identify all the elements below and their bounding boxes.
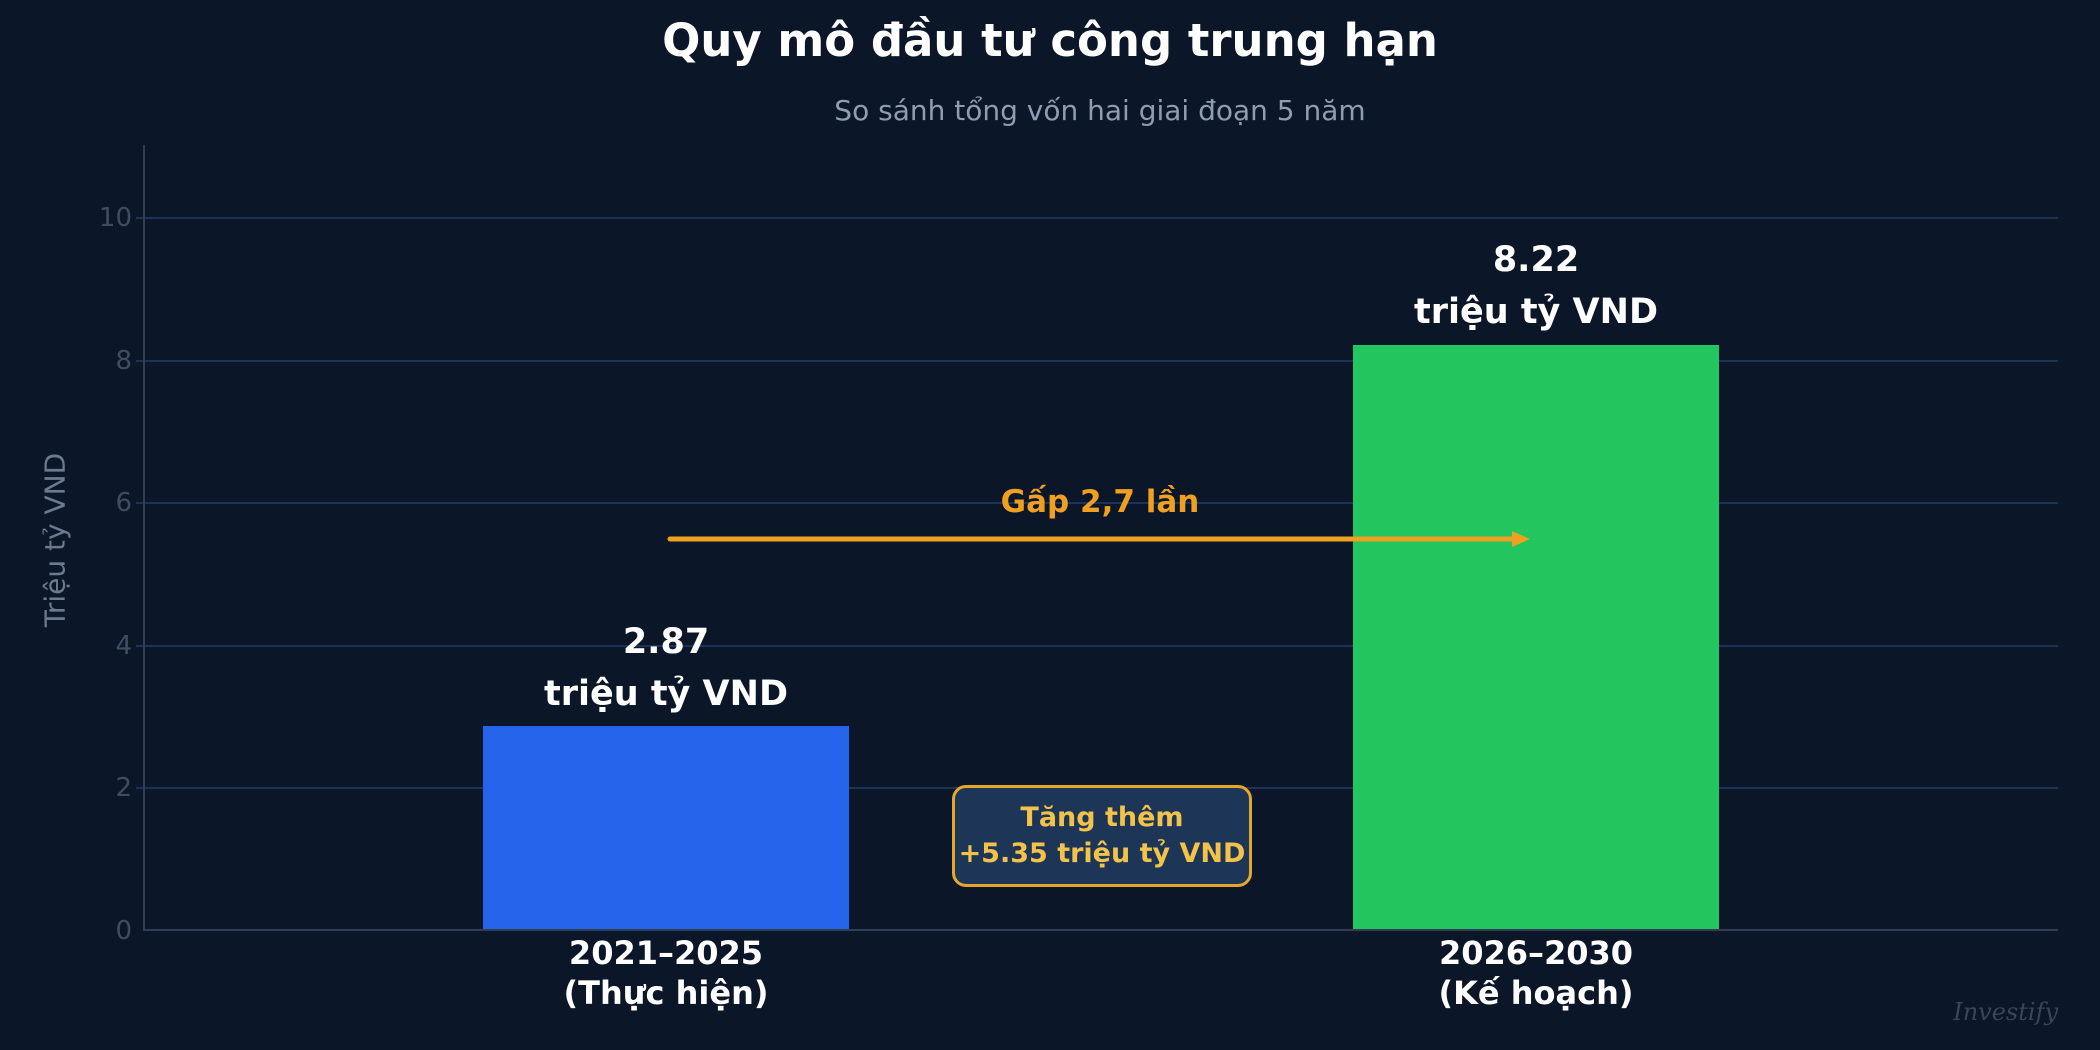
gridline-8: [136, 360, 2058, 362]
x-tick-2026-2030: 2026–2030 (Kế hoạch): [1439, 933, 1634, 1013]
x-tick-status: (Kế hoạch): [1438, 974, 1634, 1012]
y-axis-label: Triệu tỷ VND: [38, 452, 72, 628]
bar-label-2026-2030: 8.22 triệu tỷ VND: [1414, 234, 1658, 338]
y-tick-0: 0: [115, 916, 132, 946]
x-tick-period: 2026–2030: [1438, 934, 1634, 972]
bar-2026-2030: [1353, 345, 1719, 930]
x-axis-line: [143, 929, 2058, 931]
chart-subtitle: So sánh tổng vốn hai giai đoạn 5 năm: [834, 94, 1366, 127]
x-tick-period: 2021–2025: [568, 934, 764, 972]
callout-line-2: +5.35 triệu tỷ VND: [958, 838, 1246, 869]
y-axis-line: [143, 145, 145, 931]
bar-value: 8.22: [1492, 240, 1580, 280]
bar-label-2021-2025: 2.87 triệu tỷ VND: [544, 616, 788, 720]
bar-2021-2025: [483, 726, 849, 930]
watermark: Investify: [1953, 998, 2058, 1026]
bar-unit: triệu tỷ VND: [1414, 292, 1658, 332]
bar-value: 2.87: [622, 622, 710, 662]
y-tick-2: 2: [115, 773, 132, 803]
y-tick-6: 6: [115, 488, 132, 518]
y-tick-8: 8: [115, 346, 132, 376]
y-tick-10: 10: [98, 203, 132, 233]
growth-multiplier-label: Gấp 2,7 lần: [1000, 484, 1200, 520]
bar-unit: triệu tỷ VND: [544, 674, 788, 714]
x-tick-status: (Thực hiện): [563, 974, 769, 1012]
gridline-4: [136, 645, 2058, 647]
gridline-6: [136, 502, 2058, 504]
y-tick-4: 4: [115, 631, 132, 661]
increase-callout: Tăng thêm +5.35 triệu tỷ VND: [952, 785, 1252, 887]
chart-title: Quy mô đầu tư công trung hạn: [662, 14, 1438, 67]
gridline-10: [136, 217, 2058, 219]
x-tick-2021-2025: 2021–2025 (Thực hiện): [564, 933, 769, 1013]
callout-line-1: Tăng thêm: [1020, 802, 1184, 833]
